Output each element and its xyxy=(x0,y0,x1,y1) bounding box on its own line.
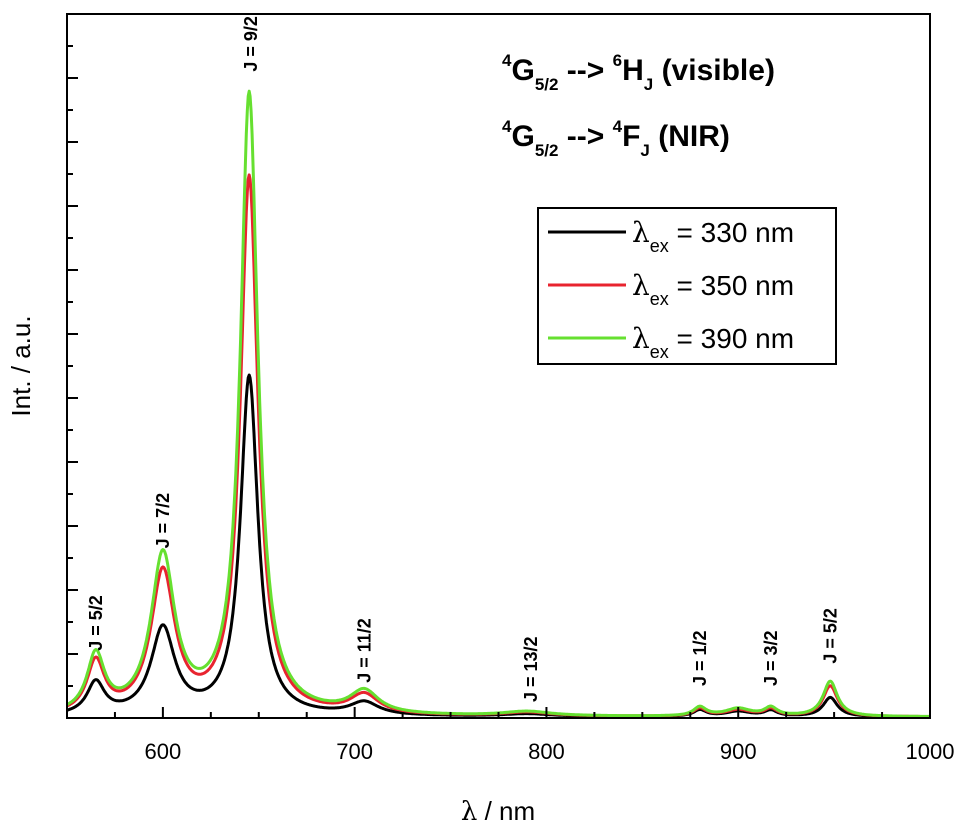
x-tick-label: 600 xyxy=(145,739,182,764)
peak-label: J = 13/2 xyxy=(521,636,541,702)
axes-layer xyxy=(66,13,931,719)
legend: λex = 330 nm λex = 350 nm λex = 390 nm xyxy=(537,207,837,365)
x-tick-label: 800 xyxy=(528,739,565,764)
x-axis-title: λ / nm xyxy=(461,796,535,827)
x-tick-label: 900 xyxy=(720,739,757,764)
series-line-2 xyxy=(66,89,931,718)
peak-label: J = 5/2 xyxy=(86,595,106,651)
series-layer xyxy=(66,89,931,719)
peak-label: J = 7/2 xyxy=(153,493,173,549)
transition-annotations: 4G5/2 --> 6HJ (visible) 4G5/2 --> 4FJ (NI… xyxy=(502,51,775,160)
legend-label: λex = 350 nm xyxy=(632,269,794,309)
x-ticks: 600 700 800 900 1000 xyxy=(66,707,955,764)
y-ticks xyxy=(67,45,78,687)
peak-labels: J = 5/2 J = 7/2 J = 9/2 J = 11/2 J = 13/2 J =… xyxy=(86,16,840,702)
plot-frame xyxy=(66,13,931,719)
transition-label: 4G5/2 --> 6HJ (visible) xyxy=(502,51,775,94)
series-line-0 xyxy=(66,373,931,719)
x-tick-label: 1000 xyxy=(906,739,955,764)
y-axis-title: Int. / a.u. xyxy=(6,315,36,416)
peak-label: J = 9/2 xyxy=(241,16,261,72)
x-tick-label: 700 xyxy=(336,739,373,764)
legend-label: λex = 390 nm xyxy=(632,322,794,362)
legend-label: λex = 330 nm xyxy=(632,216,794,256)
peak-label: J = 1/2 xyxy=(690,630,710,686)
transition-label: 4G5/2 --> 4FJ (NIR) xyxy=(502,117,730,160)
peak-label: J = 11/2 xyxy=(354,618,374,683)
peak-label: J = 3/2 xyxy=(761,630,781,686)
peak-label: J = 5/2 xyxy=(820,608,840,664)
